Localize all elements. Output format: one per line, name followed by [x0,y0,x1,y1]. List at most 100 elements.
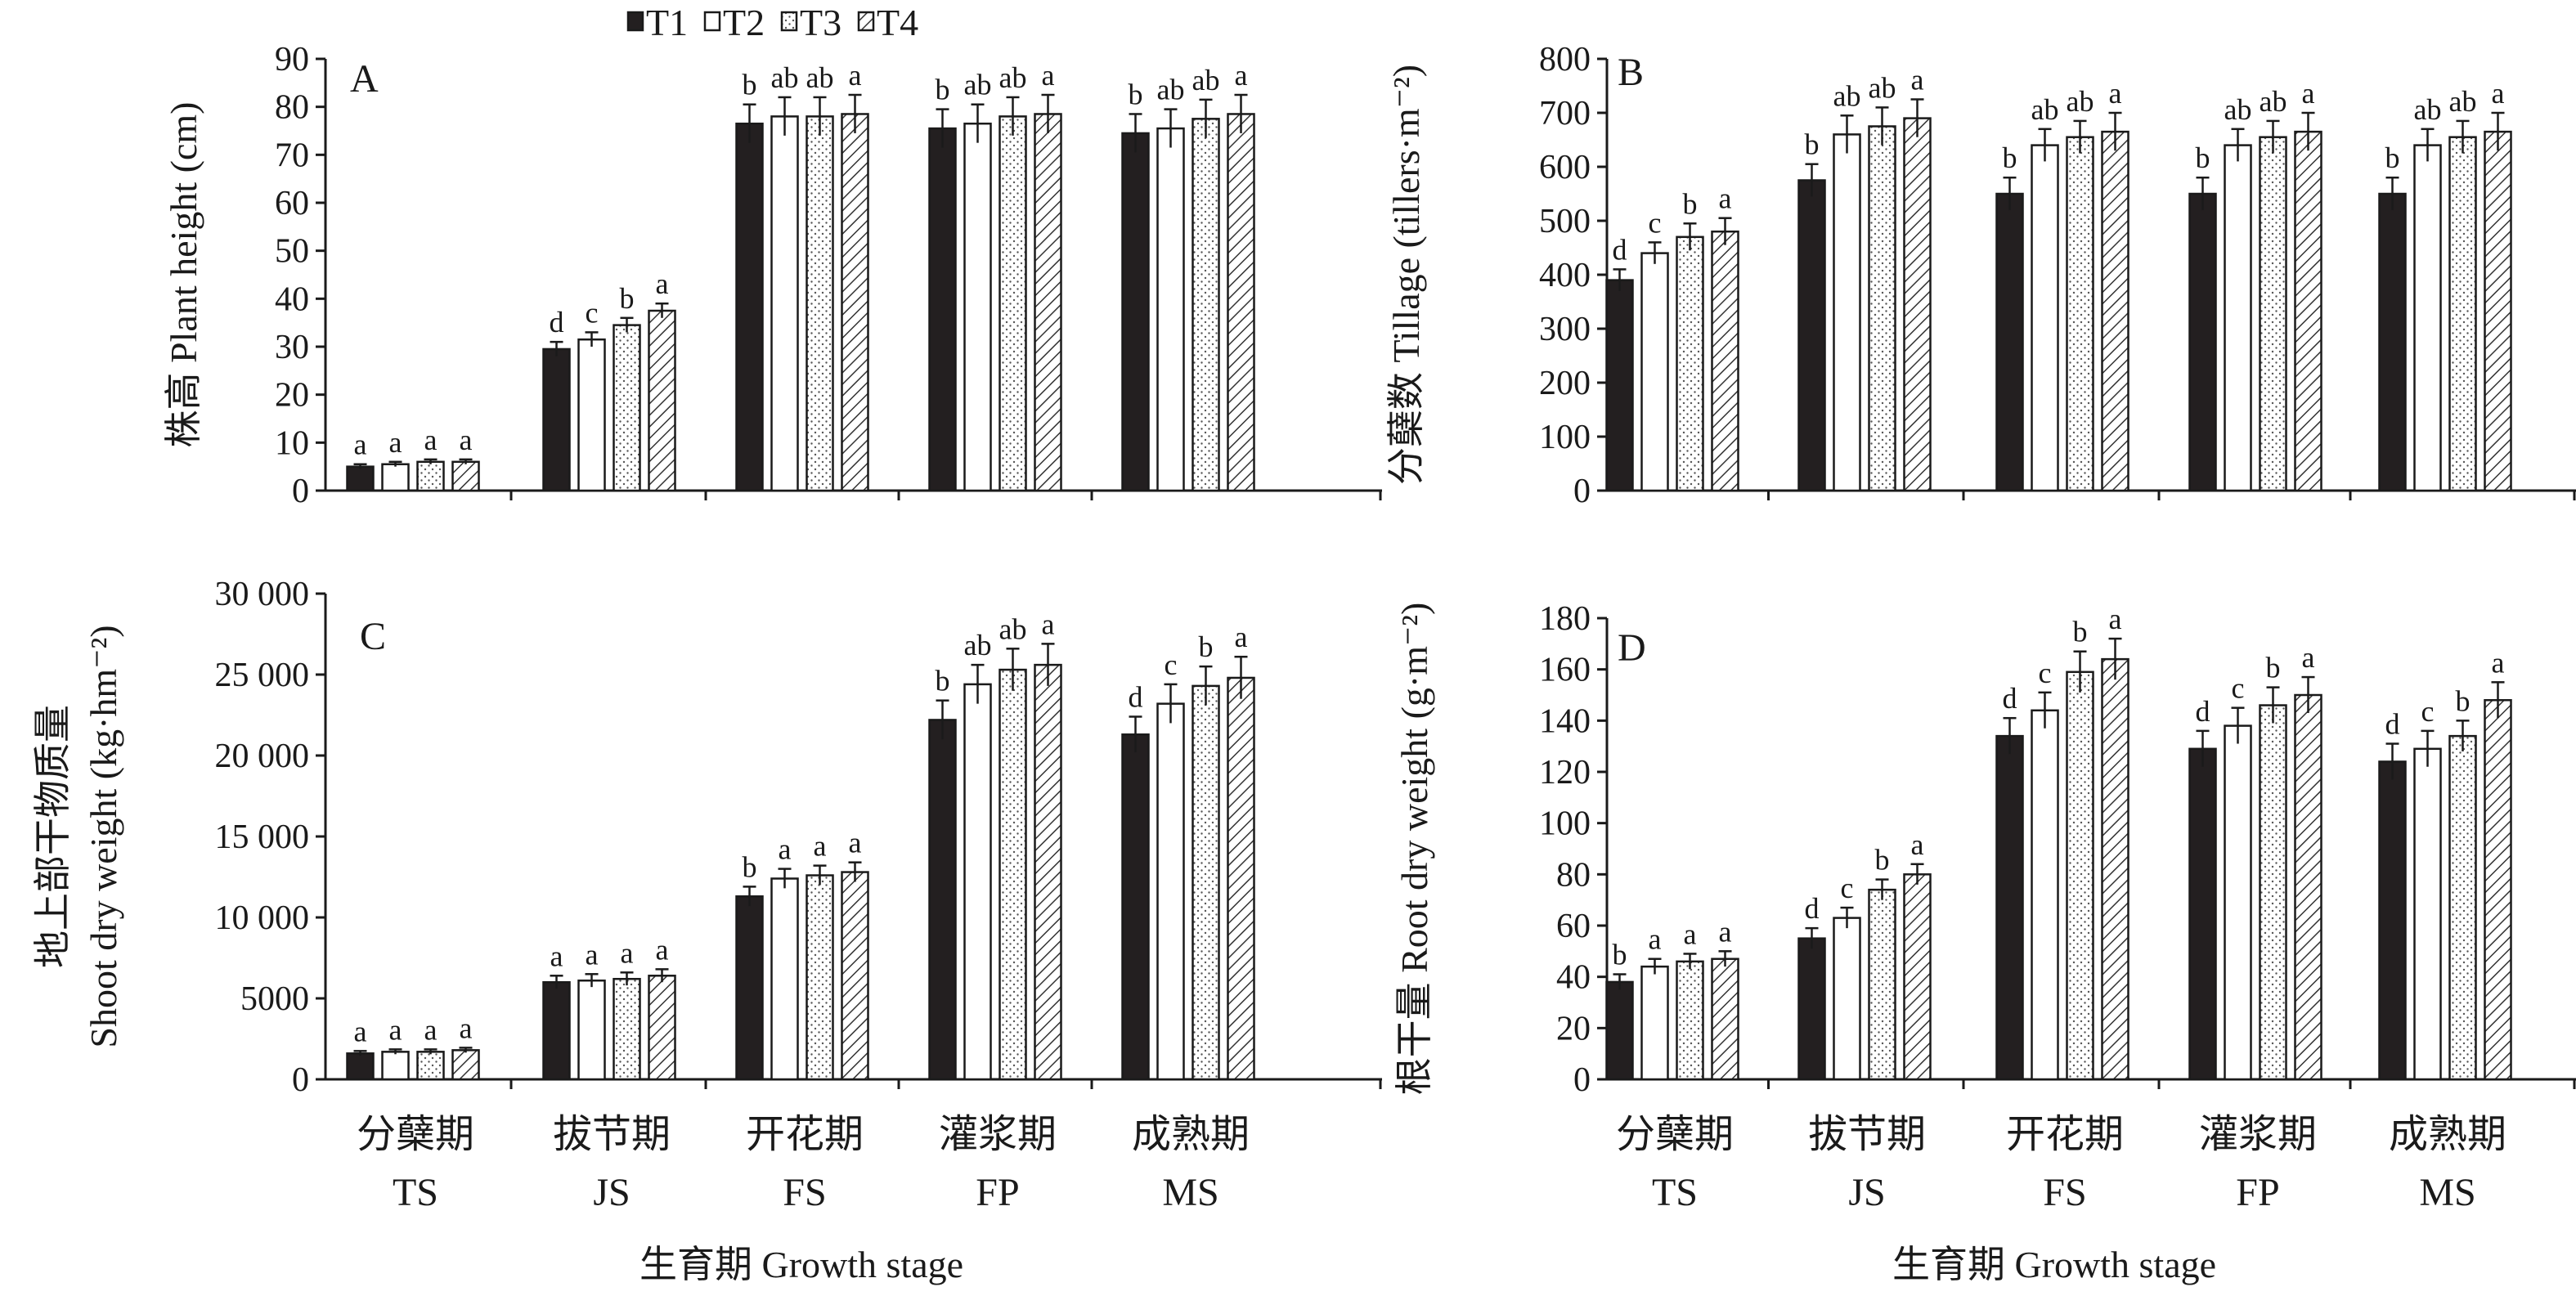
legend-label-t3: T3 [800,2,841,43]
significance-letter: a [389,426,402,459]
significance-letter: c [1165,648,1178,681]
bar-c-t2-ts [381,1051,410,1081]
bar-c-t4-fs [841,871,869,1081]
y-tick-label: 140 [1539,702,1591,740]
significance-letter: ab [1192,64,1220,96]
bar-a-t2-ts [381,463,410,492]
legend-label-t1: T1 [646,2,688,43]
bar-d-t3-js [1868,888,1896,1081]
y-tick-label: 25 000 [215,657,310,694]
bar-c-t4-ts [451,1049,480,1081]
significance-letter: a [849,59,862,92]
significance-letter: c [2039,657,2052,689]
legend-swatch-t4 [857,11,875,32]
significance-letter: a [1235,621,1248,653]
significance-letter: ab [2414,93,2442,126]
significance-letter: a [550,939,563,972]
bar-c-t2-ms [1156,702,1185,1081]
significance-letter: a [1911,64,1924,96]
x-category-cn: 开花期 [2006,1113,2124,1156]
bar-b-t2-fp [2224,144,2252,492]
bar-c-t3-fs [806,874,834,1081]
y-tick-label: 500 [1539,203,1591,240]
significance-letter: b [1613,939,1627,971]
y-tick-label: 50 [275,233,309,271]
bar-c-t3-ms [1192,684,1220,1081]
bar-d-t2-fs [2031,709,2059,1081]
x-category-cn: 拔节期 [1808,1113,1926,1156]
x-category-en: TS [1652,1171,1698,1214]
significance-letter: b [2196,141,2210,174]
x-category-en: JS [1848,1171,1885,1214]
significance-letter: b [936,74,950,106]
bar-d-t1-fp [2188,747,2217,1081]
x-category-en: MS [2419,1171,2475,1214]
significance-letter: d [550,306,564,339]
chart-panel-b: 0 100 200 300 400 500 600 700 800 B 分蘖数 Tillage (t… [1385,41,2576,510]
bar-d-t4-js [1903,873,1932,1081]
bar-b-t4-fs [2101,130,2129,492]
y-tick-label: 60 [275,185,309,222]
significance-letter: b [2385,141,2400,174]
significance-letter: a [2302,641,2315,674]
x-category-cn: 成熟期 [1132,1113,1250,1156]
significance-letter: b [743,69,757,101]
bar-d-t1-js [1797,937,1826,1081]
y-tick-label: 5000 [240,980,309,1018]
y-axis-title: 分蘖数 Tillage (tillers·m⁻²) [1385,65,1427,485]
y-axis-title: 地上部干物质量 [32,705,74,968]
bar-d-t4-fp [2294,693,2322,1081]
significance-letter: d [2385,708,2400,741]
bar-c-t3-fp [999,668,1027,1081]
y-tick-label: 10 [275,424,309,462]
bar-d-t1-ts [1605,980,1634,1081]
significance-letter: a [1235,59,1248,92]
significance-letter: a [2492,77,2505,110]
significance-letter: a [779,833,792,866]
x-category-cn: 灌浆期 [939,1113,1057,1156]
significance-letter: ab [771,61,799,94]
bar-b-t1-ms [2378,192,2407,492]
y-tick-label: 100 [1539,419,1591,456]
bar-d-t2-ms [2413,747,2442,1081]
bar-b-t1-js [1797,179,1826,492]
y-tick-label: 0 [1573,473,1591,510]
significance-letter: c [1841,872,1854,904]
x-category-en: FP [976,1171,1019,1214]
significance-letter: c [1649,206,1662,239]
y-tick-label: 0 [292,1061,309,1099]
significance-letter: b [1805,128,1820,161]
bar-c-t1-fp [928,719,957,1081]
significance-letter: c [2421,695,2435,728]
legend-swatch-t1 [626,11,644,32]
y-tick-label: 20 000 [215,738,310,775]
significance-letter: ab [1869,71,1896,104]
significance-letter: d [2196,695,2210,728]
x-axis-title: 生育期 Growth stage [1892,1244,2216,1285]
bar-d-t2-ts [1640,965,1669,1081]
bar-b-t1-fs [1995,192,2024,492]
bar-b-t3-ms [2448,136,2477,492]
significance-letter: ab [2260,85,2287,118]
bar-a-t3-js [613,324,641,492]
bar-a-t4-ms [1227,113,1255,492]
significance-letter: d [1129,680,1143,713]
y-tick-label: 30 [275,329,309,366]
significance-letter: a [621,936,634,969]
bar-a-t3-ts [416,460,445,492]
bar-c-t2-fs [770,877,799,1081]
significance-letter: a [849,827,862,859]
significance-letter: ab [999,61,1027,94]
bar-c-t3-js [613,977,641,1081]
bar-b-t2-ts [1640,252,1669,492]
bar-b-t1-ts [1605,279,1634,492]
significance-letter: ab [2031,93,2059,126]
bar-a-t1-fs [735,122,764,492]
y-axis-title: 株高 Plant height (cm) [163,102,204,448]
bar-a-t2-fp [963,122,992,492]
y-axis-title: 根干量 Root dry weight (g·m⁻²) [1393,603,1435,1096]
y-tick-label: 400 [1539,257,1591,294]
y-tick-label: 70 [275,137,309,174]
y-tick-label: 40 [275,280,309,318]
